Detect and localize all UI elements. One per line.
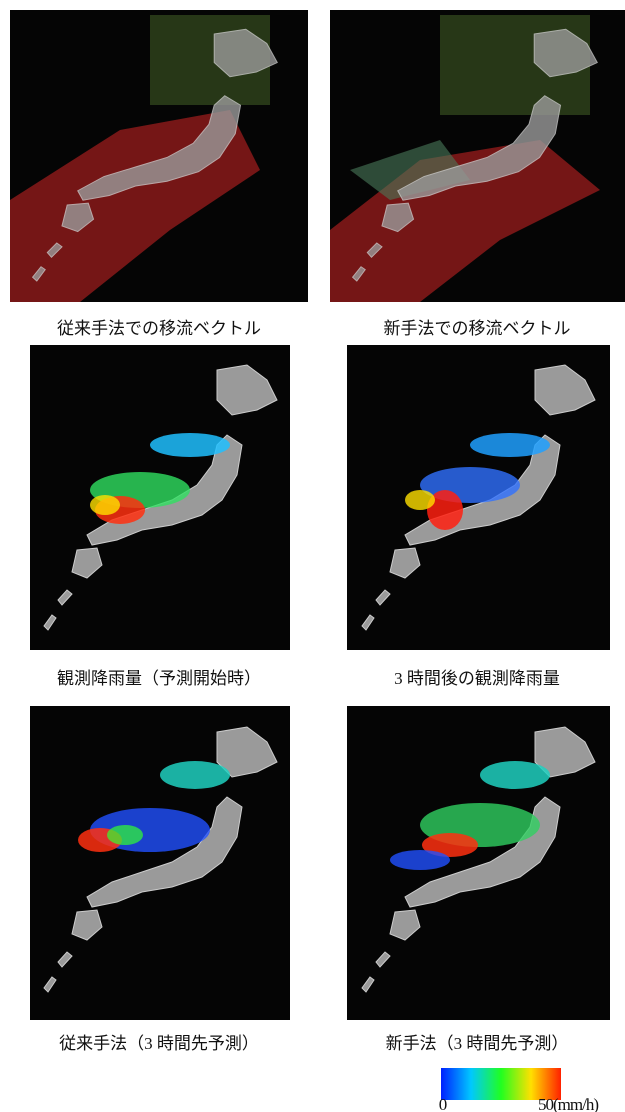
rain-map-observed <box>30 345 290 650</box>
colorbar-max-label: 50(mm/h) <box>538 1095 598 1112</box>
caption: 新手法（3 時間先予測） <box>386 1034 569 1053</box>
caption: 従来手法での移流ベクトル <box>57 319 261 338</box>
rain-map-forecast-conventional <box>30 706 290 1020</box>
colorbar-min-label: 0 <box>439 1095 448 1112</box>
caption: 新手法での移流ベクトル <box>384 319 571 338</box>
caption: 観測降雨量（予測開始時） <box>57 669 261 688</box>
rain-map-observed-3h <box>347 345 610 650</box>
rain-map-forecast-new <box>347 706 610 1020</box>
caption: 従来手法（3 時間先予測） <box>59 1034 259 1053</box>
caption: 3 時間後の観測降雨量 <box>394 669 560 688</box>
figure: 従来手法での移流ベクトル 新手法での移流ベクトル 観測降雨量（予測開始時） 3 … <box>0 0 625 1112</box>
vector-map-conventional <box>10 10 308 302</box>
vector-map-new <box>330 10 625 302</box>
